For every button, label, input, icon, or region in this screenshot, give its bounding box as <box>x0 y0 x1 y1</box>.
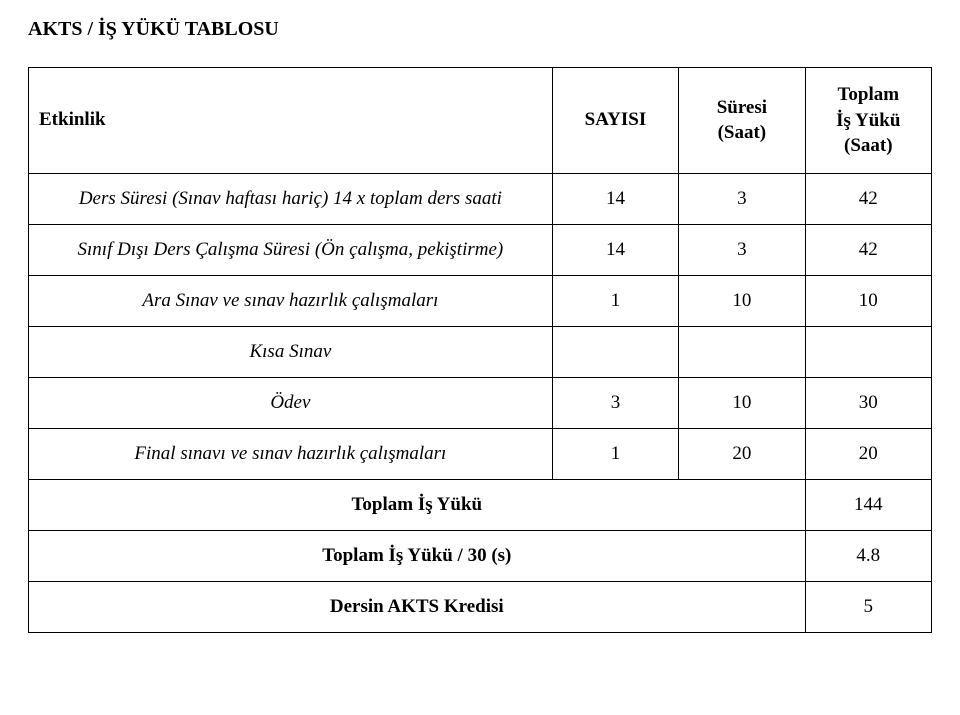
cell-activity: Sınıf Dışı Ders Çalışma Süresi (Ön çalış… <box>29 224 553 275</box>
col-header-duration: Süresi (Saat) <box>679 68 805 174</box>
table-row: Sınıf Dışı Ders Çalışma Süresi (Ön çalış… <box>29 224 932 275</box>
cell-total-workload-label: Toplam İş Yükü <box>29 479 806 530</box>
workload-table: Etkinlik SAYISI Süresi (Saat) Toplam İş … <box>28 67 932 633</box>
table-row: Ders Süresi (Sınav haftası hariç) 14 x t… <box>29 173 932 224</box>
table-row: Final sınavı ve sınav hazırlık çalışmala… <box>29 428 932 479</box>
col-header-duration-l1: Süresi <box>717 97 767 118</box>
cell-count: 14 <box>552 173 678 224</box>
table-header-row: Etkinlik SAYISI Süresi (Saat) Toplam İş … <box>29 68 932 174</box>
cell-activity: Final sınavı ve sınav hazırlık çalışmala… <box>29 428 553 479</box>
cell-total <box>805 326 931 377</box>
table-row: Ödev 3 10 30 <box>29 377 932 428</box>
cell-total: 10 <box>805 275 931 326</box>
col-header-total-l1: Toplam <box>837 84 899 105</box>
cell-duration: 10 <box>679 275 805 326</box>
col-header-total-l3: (Saat) <box>844 135 893 156</box>
cell-total: 30 <box>805 377 931 428</box>
cell-count: 14 <box>552 224 678 275</box>
cell-total: 20 <box>805 428 931 479</box>
cell-total-per30-label: Toplam İş Yükü / 30 (s) <box>29 530 806 581</box>
table-row: Kısa Sınav <box>29 326 932 377</box>
workload-table-body: Ders Süresi (Sınav haftası hariç) 14 x t… <box>29 173 932 632</box>
table-row: Ara Sınav ve sınav hazırlık çalışmaları … <box>29 275 932 326</box>
cell-count <box>552 326 678 377</box>
cell-duration: 20 <box>679 428 805 479</box>
cell-total: 42 <box>805 224 931 275</box>
cell-activity: Ders Süresi (Sınav haftası hariç) 14 x t… <box>29 173 553 224</box>
cell-duration: 10 <box>679 377 805 428</box>
cell-total: 42 <box>805 173 931 224</box>
col-header-count: SAYISI <box>552 68 678 174</box>
cell-activity: Kısa Sınav <box>29 326 553 377</box>
cell-count: 1 <box>552 275 678 326</box>
cell-credit-label: Dersin AKTS Kredisi <box>29 581 806 632</box>
cell-count: 1 <box>552 428 678 479</box>
cell-duration <box>679 326 805 377</box>
cell-credit-value: 5 <box>805 581 931 632</box>
table-row-total-workload: Toplam İş Yükü 144 <box>29 479 932 530</box>
page-title: AKTS / İŞ YÜKÜ TABLOSU <box>28 18 932 41</box>
cell-activity: Ara Sınav ve sınav hazırlık çalışmaları <box>29 275 553 326</box>
cell-duration: 3 <box>679 173 805 224</box>
col-header-total-l2: İş Yükü <box>836 110 900 131</box>
cell-count: 3 <box>552 377 678 428</box>
cell-activity: Ödev <box>29 377 553 428</box>
table-row-total-per30: Toplam İş Yükü / 30 (s) 4.8 <box>29 530 932 581</box>
page: AKTS / İŞ YÜKÜ TABLOSU Etkinlik SAYISI S… <box>0 0 960 651</box>
table-row-credit: Dersin AKTS Kredisi 5 <box>29 581 932 632</box>
col-header-activity: Etkinlik <box>29 68 553 174</box>
col-header-total: Toplam İş Yükü (Saat) <box>805 68 931 174</box>
col-header-duration-l2: (Saat) <box>718 122 767 143</box>
cell-total-per30-value: 4.8 <box>805 530 931 581</box>
cell-total-workload-value: 144 <box>805 479 931 530</box>
cell-duration: 3 <box>679 224 805 275</box>
workload-table-head: Etkinlik SAYISI Süresi (Saat) Toplam İş … <box>29 68 932 174</box>
